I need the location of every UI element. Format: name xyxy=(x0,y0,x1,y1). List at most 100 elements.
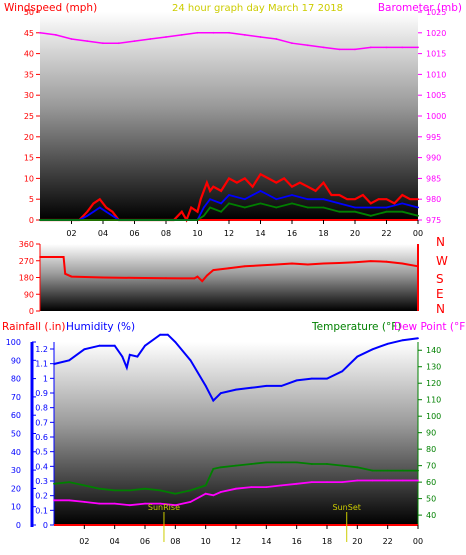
rainfall-tick-label: 1.1 xyxy=(35,360,48,369)
gust-line-point xyxy=(105,206,108,209)
avg-line-point xyxy=(220,202,223,205)
direction-tick-label: 360 xyxy=(19,240,34,249)
time-tick-label: 20 xyxy=(352,537,362,546)
temperature-tick-label: 100 xyxy=(426,412,441,421)
direction-line-point xyxy=(322,262,325,265)
direction-tick-label: 90 xyxy=(24,290,34,299)
wind-baro-plot-area xyxy=(40,12,418,220)
dewpoint-line-point xyxy=(265,486,268,488)
baro-line-point xyxy=(259,36,262,38)
temperature-line-point xyxy=(310,463,313,465)
baro-line-point xyxy=(165,36,167,38)
windspeed-tick-label: 5 xyxy=(29,195,34,204)
gust-line-point xyxy=(228,177,230,180)
gust-line-point xyxy=(98,198,101,201)
direction-line-point xyxy=(306,263,309,266)
gust-line-point xyxy=(267,177,270,180)
direction-line xyxy=(40,256,419,283)
gust-line-point xyxy=(409,198,411,201)
gust-line-point xyxy=(314,190,317,192)
windspeed-ticks: 0 5 10 15 20 25 30 35 40 45 50 xyxy=(24,8,40,225)
temperature-line-point xyxy=(204,484,207,487)
low-line-point xyxy=(338,210,341,213)
rainfall-tick-label: 0.7 xyxy=(35,418,48,427)
low-line-point xyxy=(385,210,388,213)
dewpoint-line-point xyxy=(174,504,177,507)
gust-line-point xyxy=(259,173,262,176)
compass-label: N xyxy=(436,235,445,249)
gust-line-point xyxy=(283,177,285,180)
humidity-line-point xyxy=(212,399,215,402)
direction-line-point xyxy=(291,262,293,265)
time-tick-label: 04 xyxy=(110,537,120,546)
humidity-tick-label: 100 xyxy=(6,338,21,347)
avg-line-point xyxy=(385,206,388,209)
temperature-line-point xyxy=(235,464,237,467)
dewpoint-line-point xyxy=(401,479,404,482)
avg-line xyxy=(40,189,419,221)
sun-marker-label: SunSet xyxy=(333,503,361,512)
time-tick-label: 20 xyxy=(350,229,360,238)
time-tick-label: 22 xyxy=(381,229,391,238)
dewpoint-axis-label: Dew Point (°F) xyxy=(394,321,466,333)
direction-line-point xyxy=(275,263,278,266)
barometer-tick-label: 1015 xyxy=(426,50,446,59)
baro-line-point xyxy=(401,46,404,49)
dewpoint-line-point xyxy=(417,479,419,482)
avg-line-point xyxy=(267,194,270,196)
gust-line-point xyxy=(190,206,193,209)
wind-baro-panel: Windspeed (mph) 24 hour graph day March … xyxy=(4,2,462,238)
gust-line-point xyxy=(275,181,278,184)
humidity-tick-label: 0 xyxy=(16,521,21,530)
gust-line-point xyxy=(86,210,89,213)
barometer-tick-label: 1020 xyxy=(426,29,446,38)
windspeed-tick-label: 30 xyxy=(24,91,34,100)
humidity-line-point xyxy=(356,355,359,358)
avg-line-point xyxy=(354,206,356,209)
dewpoint-line-point xyxy=(219,491,222,493)
low-line-point xyxy=(369,214,372,217)
gust-line-point xyxy=(377,198,380,201)
baro-line-point xyxy=(102,42,104,45)
humidity-tick-label: 80 xyxy=(11,375,21,384)
temperature-line-point xyxy=(265,461,268,464)
low-line-point xyxy=(220,210,223,213)
dewpoint-line-point xyxy=(189,501,192,503)
temperature-line xyxy=(53,461,418,495)
temperature-line-point xyxy=(295,461,298,464)
low-line-point xyxy=(196,219,199,221)
direction-line-point xyxy=(62,256,65,258)
low-line-point xyxy=(417,214,419,217)
humidity-line-point xyxy=(341,370,344,373)
direction-line-point xyxy=(165,277,167,280)
time-tick-label: 22 xyxy=(383,537,393,546)
gust-line-point xyxy=(243,177,246,180)
direction-line-point xyxy=(39,256,41,258)
direction-line-point xyxy=(401,262,404,265)
dewpoint-line xyxy=(54,479,418,507)
time-axis-ticks-bottom: 02 04 06 08 10 12 14 16 18 20 22 00 xyxy=(54,524,423,546)
temperature-line-point xyxy=(341,464,344,467)
dewpoint-line-point xyxy=(83,501,86,503)
direction-line-point xyxy=(201,280,204,283)
humidity-line-point xyxy=(219,392,222,395)
time-tick-label: 16 xyxy=(292,537,302,546)
avg-line-point xyxy=(92,210,95,213)
direction-line-point xyxy=(133,277,136,279)
avg-line-point xyxy=(202,206,205,209)
gust-line-point xyxy=(251,185,254,188)
temperature-line-point xyxy=(401,469,404,472)
avg-line-point xyxy=(322,198,325,201)
time-tick-label: 12 xyxy=(231,537,241,546)
avg-line-point xyxy=(338,202,341,205)
barometer-tick-label: 975 xyxy=(426,216,441,225)
gust-line-point xyxy=(417,198,419,201)
sun-annotations: SunRise SunSet xyxy=(148,503,361,542)
baro-line-point xyxy=(86,40,89,42)
barometer-tick-label: 990 xyxy=(426,154,441,163)
direction-tick-label: 270 xyxy=(19,257,34,266)
low-line-point xyxy=(354,210,356,213)
avg-line-point xyxy=(105,210,108,213)
gust-line-point xyxy=(401,194,404,196)
